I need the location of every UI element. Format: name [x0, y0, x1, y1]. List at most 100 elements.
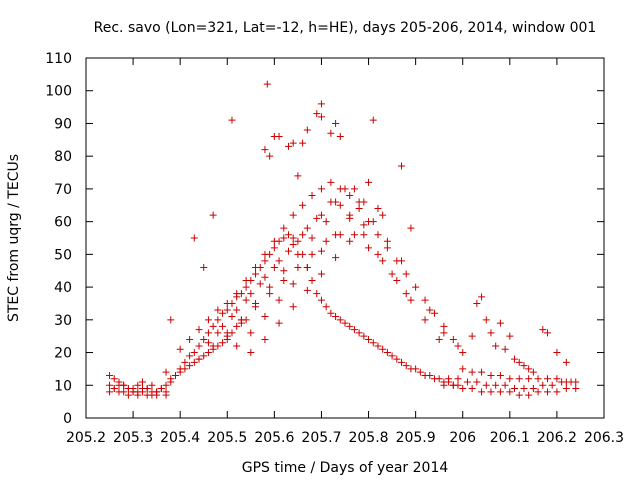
data-point	[261, 313, 269, 321]
data-point	[219, 322, 227, 330]
data-point	[308, 234, 316, 242]
data-point	[454, 342, 462, 350]
data-point	[346, 237, 354, 245]
data-point	[317, 270, 325, 278]
data-point	[506, 332, 514, 340]
data-point	[176, 345, 184, 353]
data-point	[416, 368, 424, 376]
data-point	[515, 375, 523, 383]
data-point	[440, 329, 448, 337]
data-point	[525, 375, 533, 383]
data-point	[223, 299, 231, 307]
data-point	[214, 329, 222, 337]
data-point	[482, 381, 490, 389]
data-point	[492, 342, 500, 350]
y-tick-label: 0	[63, 411, 72, 427]
data-point	[299, 231, 307, 239]
data-point	[308, 277, 316, 285]
data-point	[529, 385, 537, 393]
data-point	[252, 263, 260, 271]
data-point	[383, 237, 391, 245]
data-point	[421, 296, 429, 304]
chart-title: Rec. savo (Lon=321, Lat=-12, h=HE), days…	[94, 20, 597, 36]
data-point	[294, 237, 302, 245]
x-axis-label: GPS time / Days of year 2014	[242, 460, 449, 476]
data-point	[266, 152, 274, 160]
y-tick-label: 20	[54, 346, 72, 362]
x-axis-ticks: 205.2 205.3 205.4 205.5 205.6 205.7 205.8 205.9…	[66, 58, 624, 446]
data-point	[543, 329, 551, 337]
data-point	[449, 335, 457, 343]
y-tick-label: 70	[54, 182, 72, 198]
data-point	[327, 129, 335, 137]
data-point	[263, 80, 271, 88]
data-point	[237, 316, 245, 324]
y-tick-label: 80	[54, 149, 72, 165]
data-point	[336, 133, 344, 141]
y-tick-label: 40	[54, 280, 72, 296]
data-point	[379, 211, 387, 219]
data-point	[478, 388, 486, 396]
data-point	[313, 290, 321, 298]
data-point	[247, 290, 255, 298]
data-point	[529, 368, 537, 376]
data-point	[548, 381, 556, 389]
data-point	[228, 116, 236, 124]
data-point	[299, 201, 307, 209]
data-point	[360, 198, 368, 206]
data-point	[162, 368, 170, 376]
data-point	[124, 385, 132, 393]
data-point	[539, 326, 547, 334]
data-point	[261, 250, 269, 258]
data-point	[412, 365, 420, 373]
data-point	[562, 378, 570, 386]
data-point	[317, 247, 325, 255]
data-point	[209, 211, 217, 219]
data-point	[520, 385, 528, 393]
data-point	[341, 185, 349, 193]
data-point	[303, 126, 311, 134]
data-point	[275, 257, 283, 265]
data-point	[270, 263, 278, 271]
data-point	[501, 381, 509, 389]
data-point	[440, 322, 448, 330]
data-point	[242, 296, 250, 304]
data-point	[252, 299, 260, 307]
data-point	[388, 270, 396, 278]
data-point	[496, 319, 504, 327]
data-point	[511, 355, 519, 363]
data-point	[317, 100, 325, 108]
data-point	[482, 316, 490, 324]
data-point	[214, 306, 222, 314]
data-point	[284, 231, 292, 239]
data-point	[374, 342, 382, 350]
data-point	[275, 296, 283, 304]
data-point	[407, 224, 415, 232]
data-point	[148, 381, 156, 389]
data-point	[374, 250, 382, 258]
data-point	[110, 385, 118, 393]
data-point	[412, 283, 420, 291]
data-point	[120, 381, 128, 389]
data-point	[233, 306, 241, 314]
data-point	[313, 110, 321, 118]
data-point	[369, 339, 377, 347]
data-point	[313, 214, 321, 222]
x-tick-label: 206.3	[584, 430, 624, 446]
data-point	[369, 218, 377, 226]
x-tick-label: 206.2	[537, 430, 577, 446]
data-point	[106, 371, 114, 379]
data-point	[289, 280, 297, 288]
data-point	[261, 273, 269, 281]
data-point	[181, 358, 189, 366]
x-tick-label: 205.4	[160, 430, 200, 446]
data-point	[449, 381, 457, 389]
y-tick-label: 50	[54, 247, 72, 263]
data-point	[379, 257, 387, 265]
data-point	[219, 309, 227, 317]
data-point	[120, 388, 128, 396]
data-point	[134, 381, 142, 389]
data-point	[261, 146, 269, 154]
data-point	[280, 277, 288, 285]
